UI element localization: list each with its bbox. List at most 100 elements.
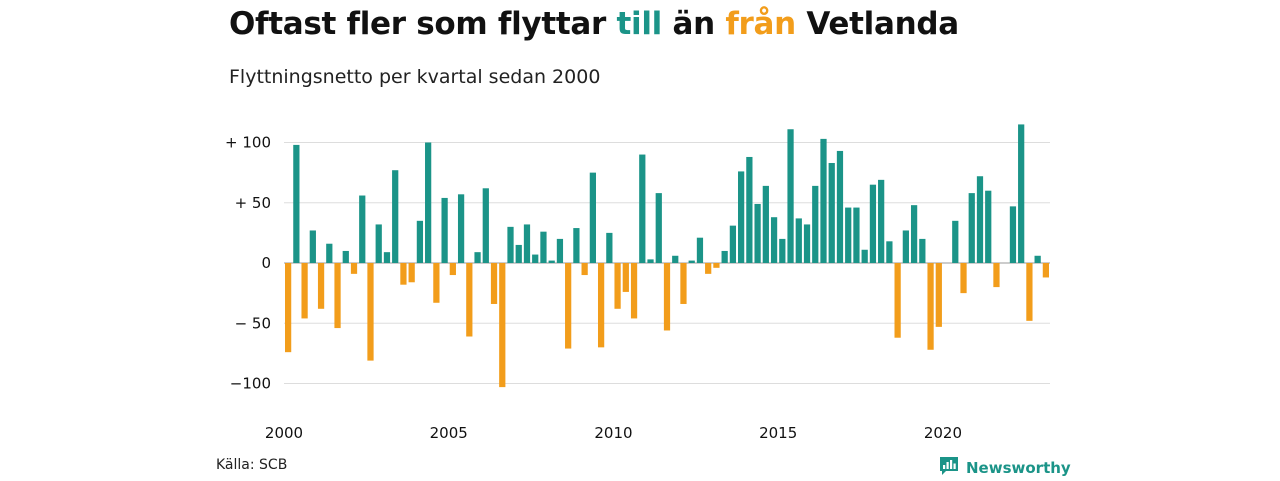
x-tick-label: 2015 <box>759 424 797 442</box>
bar-2021K1 <box>976 176 984 263</box>
bar-2005K2 <box>457 194 465 263</box>
bar-2012K1 <box>680 263 687 304</box>
bar-2022K3 <box>1026 263 1033 321</box>
bar-2015K4 <box>803 224 811 263</box>
bar-2010K3 <box>630 263 638 319</box>
x-axis-ticks: 2000 2005 2010 2015 2020 <box>265 424 962 442</box>
chart-title: Oftast fler som flyttar till än från Vet… <box>229 6 959 42</box>
bar-2006K2 <box>490 263 498 304</box>
bar-2018K3 <box>894 263 901 338</box>
bar-2001K3 <box>334 263 341 329</box>
bar-2015K1 <box>779 238 786 263</box>
bar-2022K1 <box>1009 206 1017 264</box>
bar-2019K1 <box>910 205 918 263</box>
y-tick-label: − 50 <box>235 314 271 332</box>
bar-2017K4 <box>869 184 877 264</box>
title-highlight-till: till <box>616 6 662 42</box>
bar-2013K2 <box>721 250 728 263</box>
bar-2023K1 <box>1042 263 1049 278</box>
source-note: Källa: SCB <box>216 457 288 473</box>
bar-2008K1 <box>548 260 555 263</box>
bar-2001K4 <box>342 250 349 263</box>
bar-2019K4 <box>935 263 942 327</box>
bar-2019K3 <box>927 263 934 350</box>
bar-2013K3 <box>729 225 737 263</box>
bar-2004K2 <box>425 142 432 263</box>
bar-2001K1 <box>317 263 325 309</box>
bar-2014K4 <box>770 217 778 263</box>
bar-2021K2 <box>985 190 992 263</box>
bar-2009K3 <box>597 263 605 348</box>
bar-2020K2 <box>952 220 959 263</box>
bar-2001K2 <box>326 243 333 263</box>
bar-2011K2 <box>655 193 662 263</box>
bar-2002K1 <box>350 263 358 274</box>
bar-2019K2 <box>919 238 926 263</box>
y-axis-ticks: + 100 + 50 0 − 50 −100 <box>225 134 271 393</box>
bar-2012K4 <box>705 263 712 274</box>
bar-2006K4 <box>507 226 514 263</box>
bar-2007K2 <box>523 224 531 263</box>
bar-2020K4 <box>968 193 975 263</box>
bar-chart: + 100 + 50 0 − 50 −100 2000 2005 2010 2015 2020 <box>225 124 1050 442</box>
bar-2002K4 <box>375 224 382 263</box>
bar-2007K1 <box>515 244 522 264</box>
bar-2008K2 <box>556 238 564 263</box>
bar-2022K2 <box>1018 124 1025 263</box>
bar-2016K2 <box>820 138 827 263</box>
bar-2011K3 <box>663 263 671 331</box>
y-tick-label: 0 <box>261 254 271 272</box>
bar-2003K2 <box>392 170 399 263</box>
bar-2018K2 <box>886 241 893 263</box>
bar-2000K2 <box>293 144 300 263</box>
bar-2006K1 <box>482 188 489 263</box>
bar-2018K1 <box>878 179 885 263</box>
brand-name: Newsworthy <box>966 459 1071 477</box>
newsworthy-brand[interactable]: Newsworthy <box>938 455 1071 481</box>
bar-2010K1 <box>614 263 621 309</box>
y-tick-label: + 100 <box>225 134 271 152</box>
bar-2008K4 <box>573 228 580 264</box>
bar-2003K4 <box>408 263 415 283</box>
bar-2011K1 <box>647 259 654 263</box>
bar-2017K3 <box>861 249 868 264</box>
x-tick-label: 2005 <box>430 424 468 442</box>
bar-2007K3 <box>532 254 539 263</box>
bar-2000K3 <box>301 263 308 319</box>
bar-2016K3 <box>828 162 835 264</box>
bar-2013K4 <box>738 171 745 263</box>
x-tick-label: 2020 <box>924 424 962 442</box>
bar-2016K1 <box>812 185 819 263</box>
bar-2000K4 <box>309 230 316 264</box>
bar-2012K2 <box>688 260 695 263</box>
bar-2014K1 <box>746 156 753 263</box>
bar-2009K1 <box>581 263 588 276</box>
bar-2016K4 <box>836 150 844 264</box>
bar-2010K4 <box>639 154 646 263</box>
bar-2004K1 <box>416 220 424 263</box>
bar-2022K4 <box>1034 255 1041 263</box>
chart-subtitle: Flyttningsnetto per kvartal sedan 2000 <box>229 66 601 88</box>
bar-2020K3 <box>960 263 967 294</box>
bar-2010K2 <box>622 263 629 292</box>
bar-2021K3 <box>993 263 1000 288</box>
bar-2012K3 <box>696 237 704 263</box>
bar-2003K3 <box>400 263 407 285</box>
bar-2005K3 <box>466 263 473 337</box>
x-tick-label: 2000 <box>265 424 303 442</box>
bar-2005K1 <box>449 263 456 276</box>
bar-2009K2 <box>589 172 596 264</box>
bar-2002K2 <box>359 195 366 263</box>
x-tick-label: 2010 <box>594 424 632 442</box>
bar-2002K3 <box>367 263 374 361</box>
bar-2000K1 <box>285 263 292 353</box>
newsworthy-logo-icon <box>938 455 960 481</box>
bar-2004K4 <box>441 197 448 263</box>
title-part-5: Vetlanda <box>795 6 959 42</box>
bar-2009K4 <box>606 232 613 264</box>
bar-2004K3 <box>433 263 440 303</box>
y-tick-label: −100 <box>230 375 271 393</box>
bar-2007K4 <box>540 231 547 263</box>
bar-2015K3 <box>795 218 802 263</box>
y-tick-label: + 50 <box>235 194 271 212</box>
